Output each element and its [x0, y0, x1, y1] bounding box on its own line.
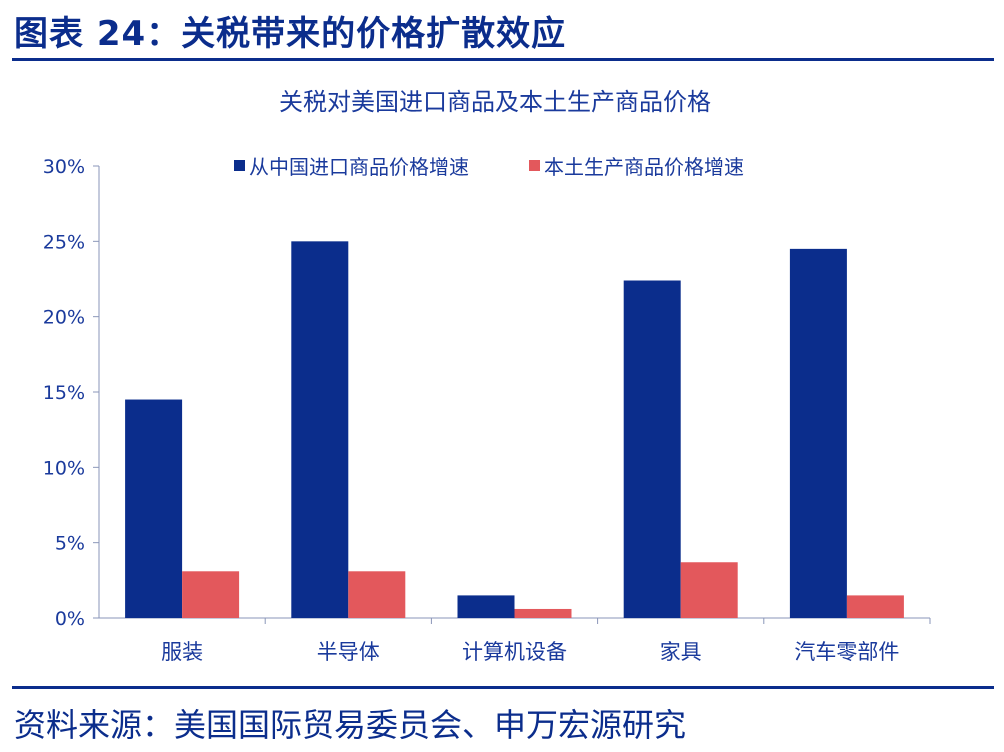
y-tick-label: 5%: [55, 533, 85, 555]
plot-area: 0% 5% 10% 15% 20% 25% 30% 服装 半导体 计算机设备 家具 汽车零部件: [43, 156, 931, 664]
bar-domestic: [514, 608, 572, 618]
x-category-label: 家具: [660, 640, 702, 664]
bar-domestic: [846, 595, 904, 618]
bar-imported: [125, 399, 183, 618]
x-category-label: 汽车零部件: [794, 640, 899, 664]
bar-domestic: [348, 571, 406, 618]
bar-imported: [789, 248, 847, 618]
title-divider: [12, 58, 994, 61]
y-tick-label: 30%: [43, 156, 85, 178]
legend-swatch-series-1: [234, 160, 245, 171]
x-category-label: 服装: [161, 640, 203, 664]
bar-imported: [291, 241, 349, 619]
bar-imported: [457, 595, 515, 618]
bar-domestic: [182, 571, 240, 618]
y-tick-label: 0%: [55, 608, 85, 630]
legend-swatch-series-2: [529, 160, 540, 171]
legend-label-series-2: 本土生产商品价格增速: [544, 155, 744, 179]
footer-divider: [12, 686, 994, 689]
y-tick-label: 15%: [43, 382, 85, 404]
bar-imported: [623, 280, 681, 618]
chart-title: 关税对美国进口商品及本土生产商品价格: [279, 88, 711, 116]
source-note: 资料来源：美国国际贸易委员会、申万宏源研究: [14, 706, 687, 744]
legend: 从中国进口商品价格增速 本土生产商品价格增速: [234, 155, 744, 179]
legend-label-series-1: 从中国进口商品价格增速: [249, 155, 469, 179]
figure-title: 图表 24：关税带来的价格扩散效应: [14, 14, 567, 54]
bar-chart: 关税对美国进口商品及本土生产商品价格 从中国进口商品价格增速 本土生产商品价格增…: [43, 88, 931, 664]
y-tick-label: 10%: [43, 457, 85, 479]
bar-domestic: [680, 562, 738, 618]
y-tick-label: 25%: [43, 231, 85, 253]
x-category-label: 半导体: [317, 640, 380, 664]
y-tick-label: 20%: [43, 307, 85, 329]
x-category-label: 计算机设备: [462, 640, 567, 664]
